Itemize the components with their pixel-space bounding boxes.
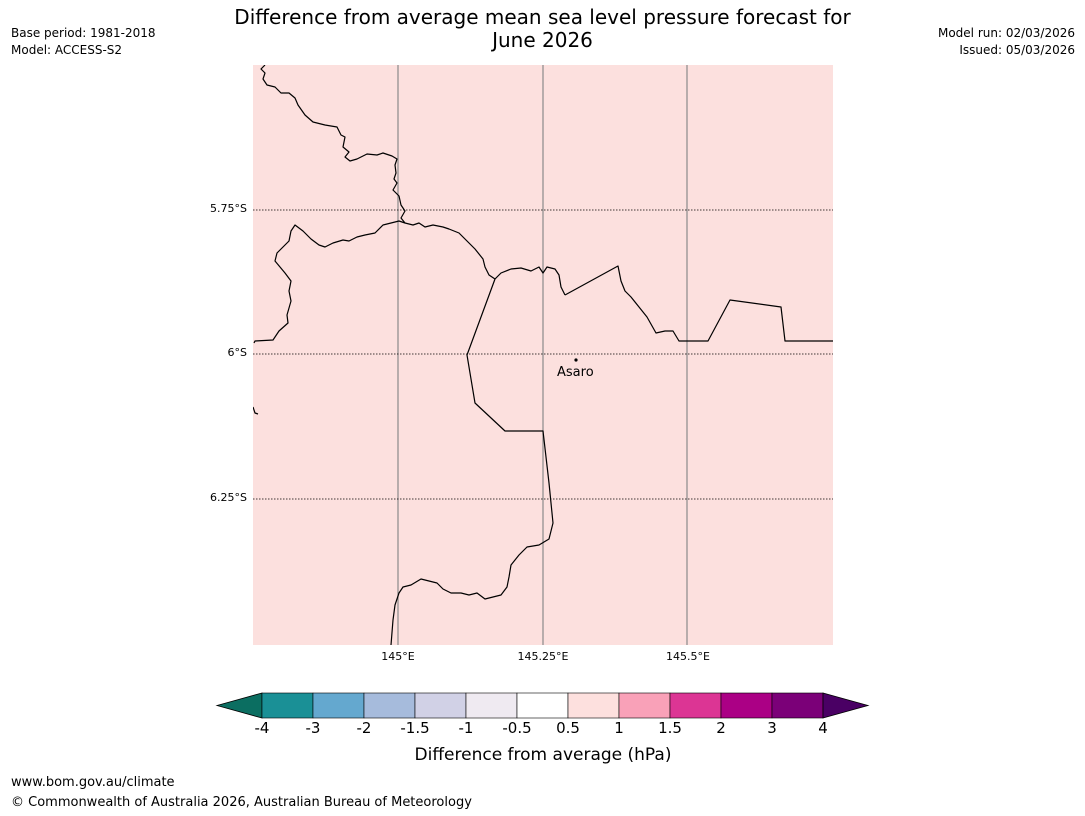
colorbar-tick-label: 1.5 <box>658 719 682 737</box>
colorbar-segment <box>465 692 518 719</box>
colorbar-title: Difference from average (hPa) <box>414 745 672 765</box>
colorbar-segment <box>312 692 365 719</box>
lat-label-6s: 6°S <box>227 346 247 359</box>
model-text: Model: ACCESS-S2 <box>11 43 123 57</box>
colorbar-under-arrow <box>215 692 263 719</box>
chart-title: Difference from average mean sea level p… <box>0 6 1085 52</box>
map-panel: Asaro <box>253 65 833 645</box>
colorbar-segment <box>720 692 773 719</box>
colorbar-tick-label: 3 <box>767 719 777 737</box>
boundary-north <box>260 65 406 224</box>
model-run-text: Model run: 02/03/2026 <box>937 26 1075 40</box>
lon-label-145-5e: 145.5°E <box>666 650 710 663</box>
colorbar <box>215 692 870 719</box>
colorbar-tick-label: -0.5 <box>502 719 532 737</box>
colorbar-segments <box>261 692 824 719</box>
colorbar-tick-label: 0.5 <box>556 719 580 737</box>
colorbar-segment <box>363 692 416 719</box>
lon-label-145e: 145°E <box>381 650 415 663</box>
colorbar-over-arrow <box>822 692 870 719</box>
colorbar-segment <box>516 692 569 719</box>
title-line-1: Difference from average mean sea level p… <box>234 5 851 29</box>
colorbar-segment <box>261 692 314 719</box>
footer-url: www.bom.gov.au/climate <box>11 775 175 790</box>
colorbar-tick-label: -4 <box>254 719 270 737</box>
colorbar-tick-label: 1 <box>614 719 624 737</box>
base-period-text: Base period: 1981-2018 <box>11 26 156 40</box>
issued-text: Issued: 05/03/2026 <box>959 43 1075 57</box>
town-label-asaro: Asaro <box>557 365 594 380</box>
lat-label-5-75s: 5.75°S <box>210 202 247 215</box>
boundary-edge-west <box>253 406 259 415</box>
lat-label-6-25s: 6.25°S <box>210 491 247 504</box>
colorbar-tick-label: -3 <box>305 719 321 737</box>
colorbar-tick-label: 4 <box>818 719 828 737</box>
boundaries <box>253 65 833 645</box>
boundary-west <box>253 220 566 344</box>
colorbar-tick-label: -1 <box>458 719 474 737</box>
boundary-east <box>564 265 833 342</box>
colorbar-segment <box>618 692 671 719</box>
colorbar-segment <box>771 692 824 719</box>
boundary-central <box>390 278 554 645</box>
town-marker-asaro <box>574 358 578 362</box>
colorbar-tick-label: 2 <box>716 719 726 737</box>
footer-copyright: © Commonwealth of Australia 2026, Austra… <box>11 795 472 810</box>
colorbar-tick-label: -1.5 <box>400 719 430 737</box>
colorbar-segment <box>414 692 467 719</box>
colorbar-tick-label: -2 <box>356 719 372 737</box>
map-svg <box>253 65 833 645</box>
lon-label-145-25e: 145.25°E <box>517 650 569 663</box>
colorbar-segment <box>567 692 620 719</box>
colorbar-segment <box>669 692 722 719</box>
title-line-2: June 2026 <box>492 28 593 52</box>
